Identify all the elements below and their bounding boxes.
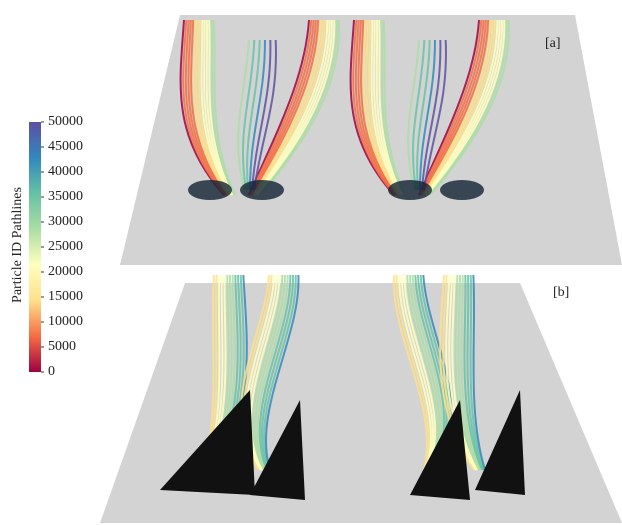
vortex-core bbox=[440, 180, 484, 200]
vortex-core bbox=[388, 180, 432, 200]
tick-label: 35000 bbox=[48, 189, 83, 204]
colorbar bbox=[29, 122, 41, 372]
tick-label: 30000 bbox=[48, 214, 83, 229]
tick-label: 0 bbox=[48, 364, 55, 379]
vortex-core bbox=[240, 180, 284, 200]
colorbar-label: Particle ID Pathlines bbox=[10, 187, 25, 303]
tick-label: 5000 bbox=[48, 339, 76, 354]
tick-label: 45000 bbox=[48, 139, 83, 154]
panel-label: [a] bbox=[545, 36, 561, 51]
panel-label: [b] bbox=[553, 285, 569, 300]
tick-label: 15000 bbox=[48, 289, 83, 304]
figure: [a] [b] Particle ID Pathlines 0 5000 10000… bbox=[0, 0, 622, 525]
tick-label: 25000 bbox=[48, 239, 83, 254]
tick-label: 10000 bbox=[48, 314, 83, 329]
tick-label: 40000 bbox=[48, 164, 83, 179]
tick-label: 20000 bbox=[48, 264, 83, 279]
tick-label: 50000 bbox=[48, 114, 83, 129]
vortex-core bbox=[188, 180, 232, 200]
